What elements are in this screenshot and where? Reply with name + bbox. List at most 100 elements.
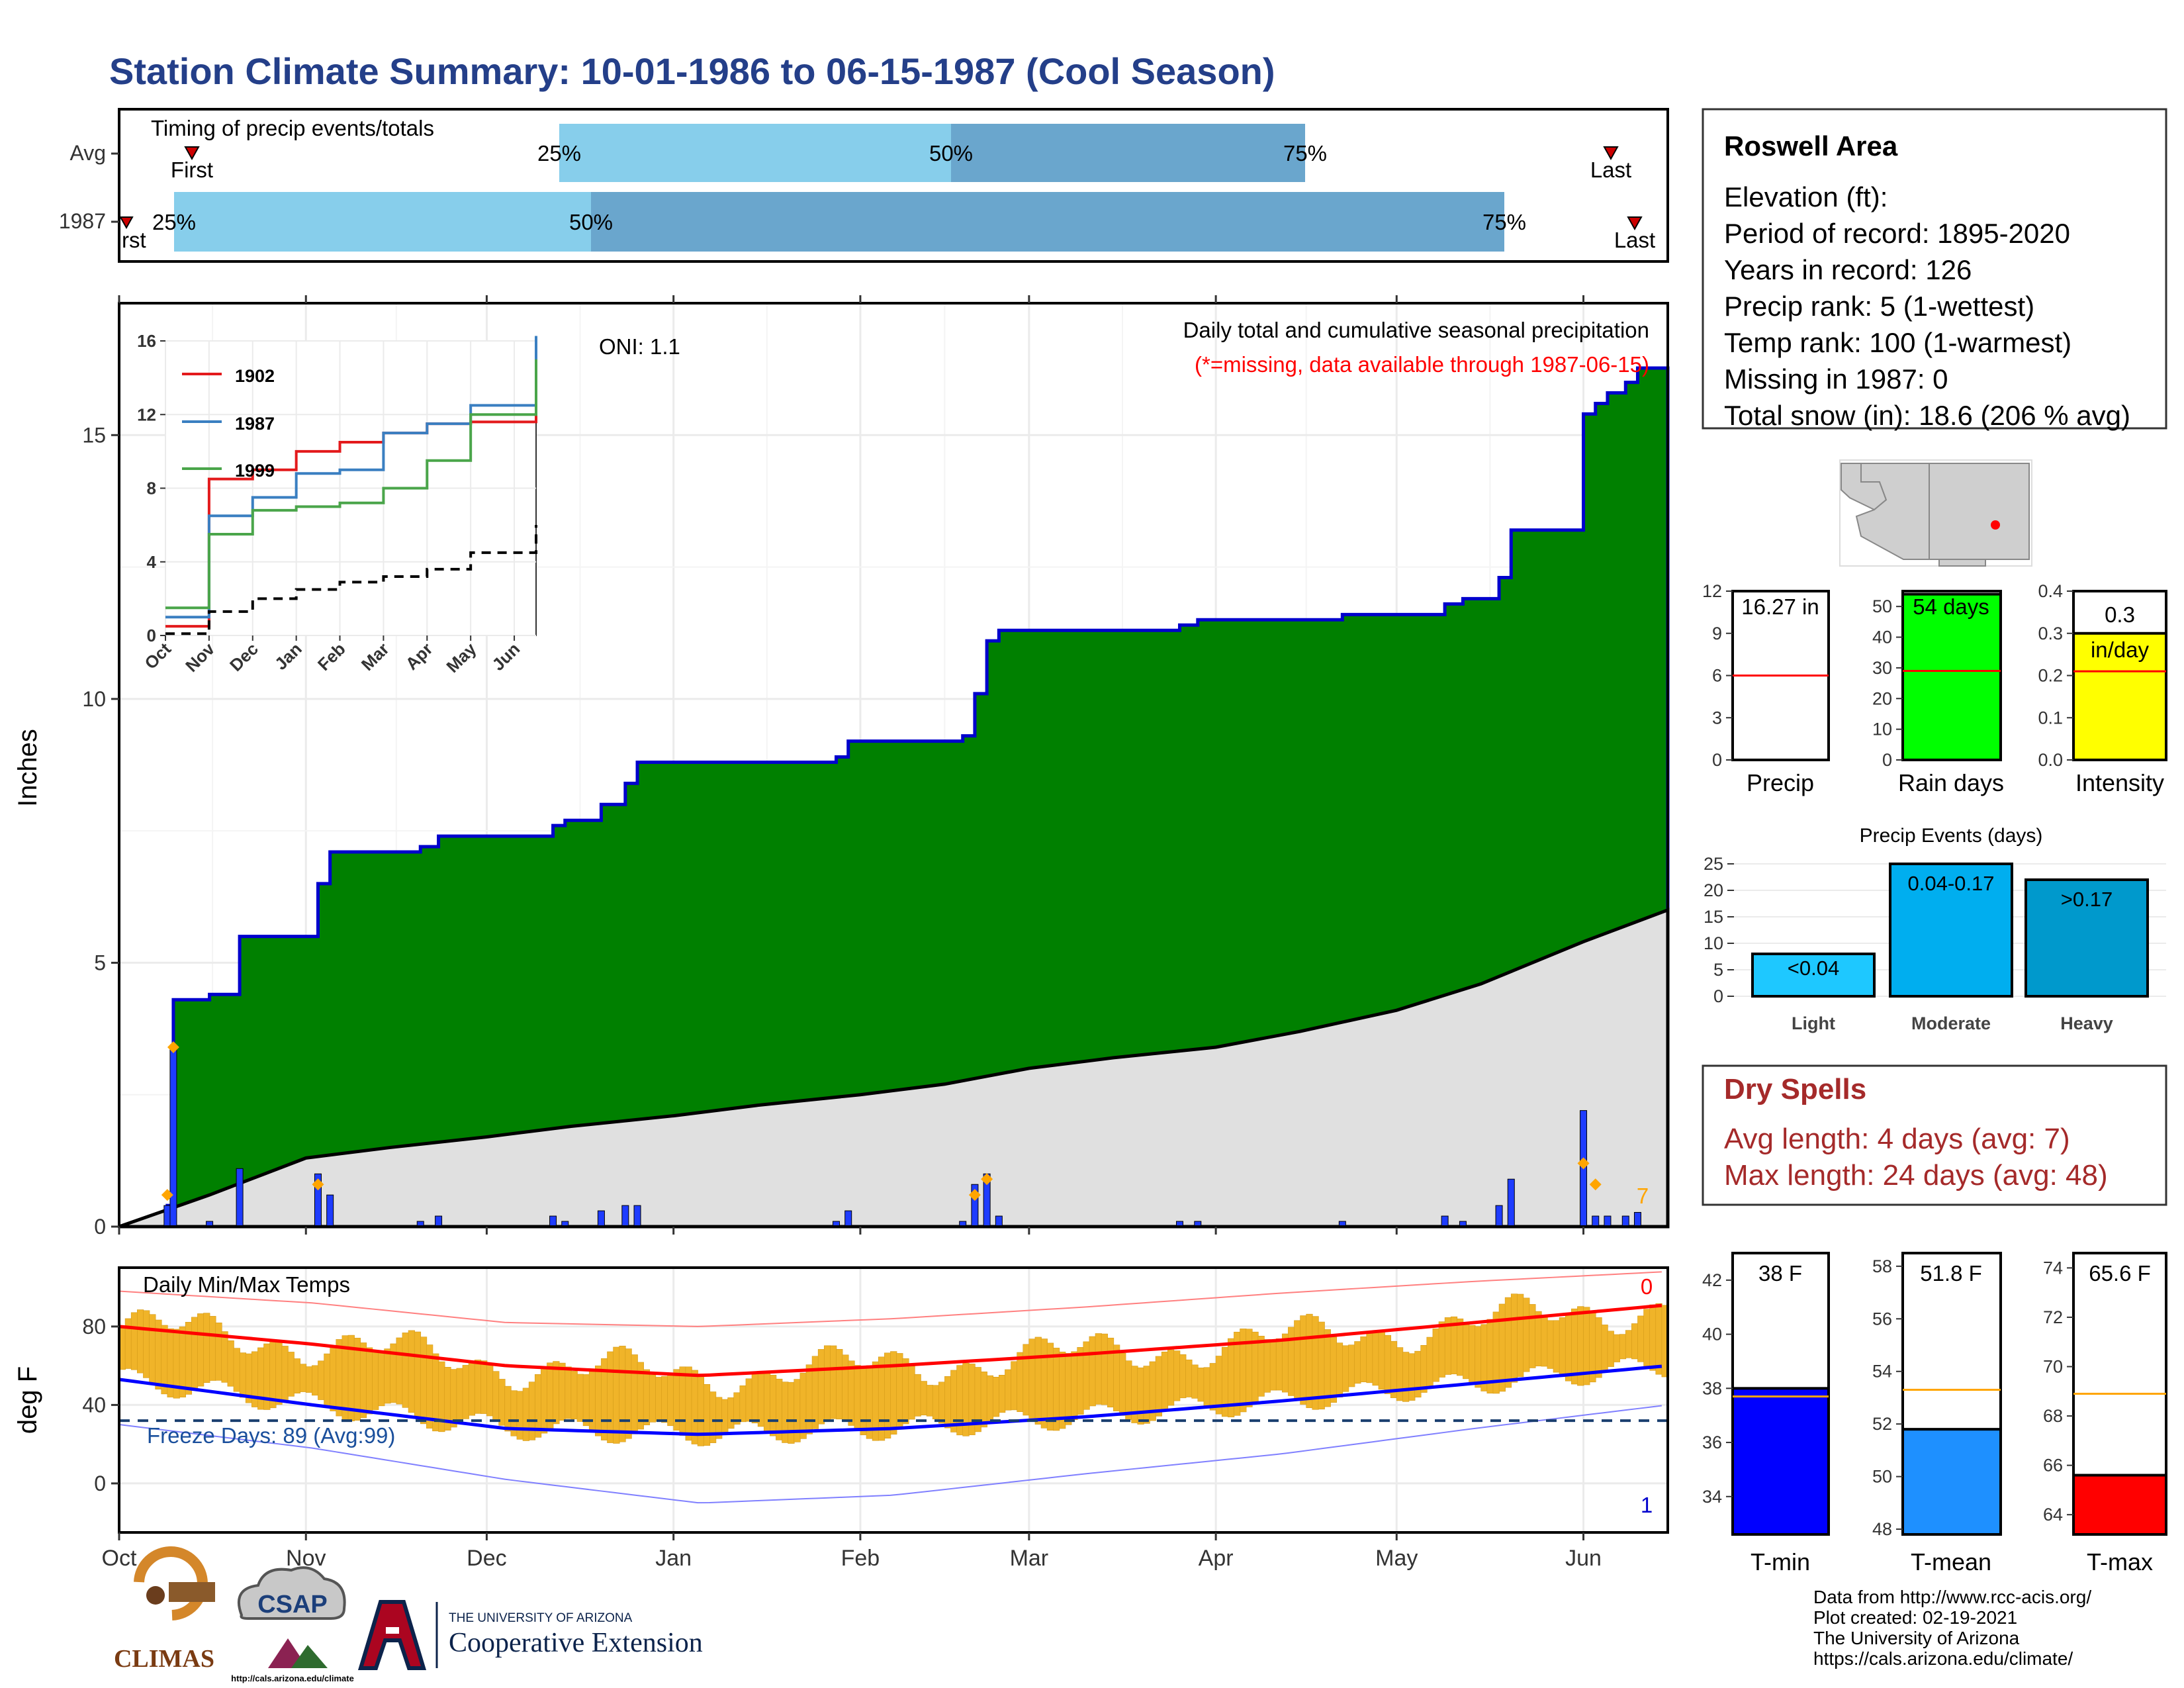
daily-temp-bar: [1294, 1320, 1301, 1401]
temp-normal-lines: [118, 1271, 1668, 1504]
daily-temp-bar: [305, 1366, 313, 1393]
daily-temp-bar: [830, 1345, 837, 1419]
temp-summary-ytick-label: 42: [1702, 1270, 1722, 1290]
daily-temp-bar: [1510, 1293, 1518, 1383]
events-ytick-label: 20: [1704, 880, 1723, 900]
daily-precip-bar: [1507, 1178, 1515, 1227]
temp-xtick-label: Oct: [102, 1546, 137, 1571]
daily-temp-bar: [1384, 1335, 1391, 1394]
daily-temp-bar: [999, 1375, 1006, 1413]
events-ytick-label: 15: [1704, 907, 1723, 927]
daily-temp-bar: [788, 1382, 795, 1444]
daily-temp-bar: [770, 1374, 777, 1436]
inset-ytick-label: 16: [137, 331, 156, 351]
daily-temp-bar: [1469, 1325, 1476, 1383]
summary-ytick-label: 12: [1702, 581, 1722, 601]
daily-temp-bar: [649, 1374, 657, 1423]
daily-temp-bar: [565, 1366, 572, 1419]
legend-1999: 1999: [235, 461, 275, 481]
daily-temp-bar: [1155, 1356, 1162, 1417]
daily-temp-bar: [1619, 1334, 1627, 1360]
daily-temp-bar: [1432, 1328, 1439, 1382]
summary-ytick-label: 0: [1882, 750, 1892, 770]
daily-temp-bar: [547, 1362, 554, 1429]
temp-summary-ytick-label: 36: [1702, 1432, 1722, 1452]
year-pct-25: 25%: [152, 210, 196, 234]
timing-row-avg: Avg: [69, 141, 106, 165]
daily-temp-bar: [938, 1382, 946, 1424]
daily-temp-bar: [1257, 1336, 1265, 1397]
summary-bar-2: [2072, 632, 2167, 761]
summary-ytick-label: 0.1: [2038, 708, 2063, 727]
daily-temp-bar: [1517, 1293, 1524, 1378]
daily-precip-bar: [1441, 1215, 1449, 1227]
daily-temp-bar: [227, 1340, 234, 1387]
daily-precip-bar: [435, 1215, 443, 1227]
intensity-unit: in/day: [2091, 637, 2150, 662]
daily-temp-bar: [570, 1371, 578, 1420]
daily-temp-bar: [1185, 1359, 1193, 1397]
daily-temp-bar: [1179, 1354, 1187, 1399]
daily-temp-bar: [1426, 1336, 1433, 1387]
daily-temp-bar: [257, 1347, 265, 1410]
year-last-label: Last: [1614, 228, 1655, 252]
daily-precip-bar: [1621, 1215, 1629, 1227]
daily-temp-bar: [1498, 1303, 1506, 1392]
events-cat-light: Light: [1792, 1013, 1835, 1033]
figure-title: Station Climate Summary: 10-01-1986 to 0…: [109, 50, 1275, 92]
station-name: Roswell Area: [1724, 130, 1898, 162]
daily-temp-bar: [1191, 1364, 1199, 1399]
daily-temp-bar: [1306, 1313, 1313, 1409]
daily-temp-bar: [215, 1322, 222, 1381]
events-ytick-label: 0: [1713, 986, 1723, 1006]
station-period: Period of record: 1895-2020: [1724, 218, 2070, 249]
record-low-line: [118, 1405, 1662, 1504]
dry-spells-title: Dry Spells: [1724, 1073, 1866, 1105]
avg-last-marker: [1603, 146, 1619, 161]
daily-temp-bar: [757, 1371, 765, 1427]
avg-bar-50-75: [951, 124, 1305, 182]
daily-temp-bar: [926, 1385, 933, 1417]
daily-temp-bar: [143, 1310, 150, 1378]
daily-temp-bar: [1173, 1350, 1181, 1401]
daily-temp-bar: [1034, 1336, 1042, 1425]
station-location-dot: [1991, 520, 2000, 530]
seasonal-summary-bars: 0 3 6 9 12 0 10 20 30 40 50 0.0 0.1 0.2 0.3 0.4 16.27 in…: [1702, 581, 2167, 796]
dry-spells-avg: Avg length: 4 days (avg: 7): [1724, 1123, 2070, 1155]
summary-ytick-label: 0: [1712, 750, 1722, 770]
daily-temp-bar: [318, 1360, 325, 1400]
tmax-value: 65.6 F: [2089, 1261, 2151, 1286]
normal-precip-area: [118, 908, 1670, 1229]
precip-count-label: 7: [1637, 1184, 1649, 1208]
csap-logo-text: CSAP: [257, 1591, 328, 1618]
daily-temp-bar: [1167, 1349, 1175, 1406]
daily-temp-bar: [1378, 1331, 1385, 1390]
daily-temp-bar: [197, 1313, 205, 1387]
intensity-label: Intensity: [2075, 769, 2164, 796]
daily-temp-bar: [920, 1381, 927, 1416]
daily-temp-bar: [631, 1354, 638, 1434]
daily-precip-bar: [633, 1205, 641, 1227]
temp-summary-ytick-label: 34: [1702, 1487, 1722, 1507]
daily-temp-bar: [462, 1365, 469, 1419]
events-bar-label: >0.17: [2061, 888, 2113, 911]
daily-precip-flag: [312, 1178, 324, 1191]
daily-temp-bar: [209, 1316, 216, 1381]
temp-summary-ytick-label: 48: [1872, 1519, 1892, 1539]
daily-temp-bar: [1547, 1320, 1554, 1369]
credits: Data from http://www.rcc-acis.org/ Plot …: [1813, 1587, 2091, 1669]
daily-temp-bar: [1396, 1347, 1404, 1401]
daily-temp-bar: [992, 1376, 1000, 1417]
temp-summary-ytick-label: 58: [1872, 1256, 1892, 1276]
year-last-marker: [1627, 216, 1643, 231]
events-bar-moderate: [1889, 863, 2013, 998]
daily-temp-bar: [541, 1367, 548, 1434]
daily-temp-bar: [522, 1387, 529, 1441]
precip-x-ticks: [118, 295, 1585, 1235]
daily-temp-bar: [1408, 1353, 1416, 1401]
station-temp-rank: Temp rank: 100 (1-warmest): [1724, 327, 2071, 358]
temp-xtick-label: Feb: [841, 1546, 880, 1571]
daily-temp-bar: [1040, 1338, 1048, 1429]
record-low-count: 1: [1641, 1493, 1653, 1517]
climas-logo-text: CLIMAS: [114, 1645, 214, 1673]
